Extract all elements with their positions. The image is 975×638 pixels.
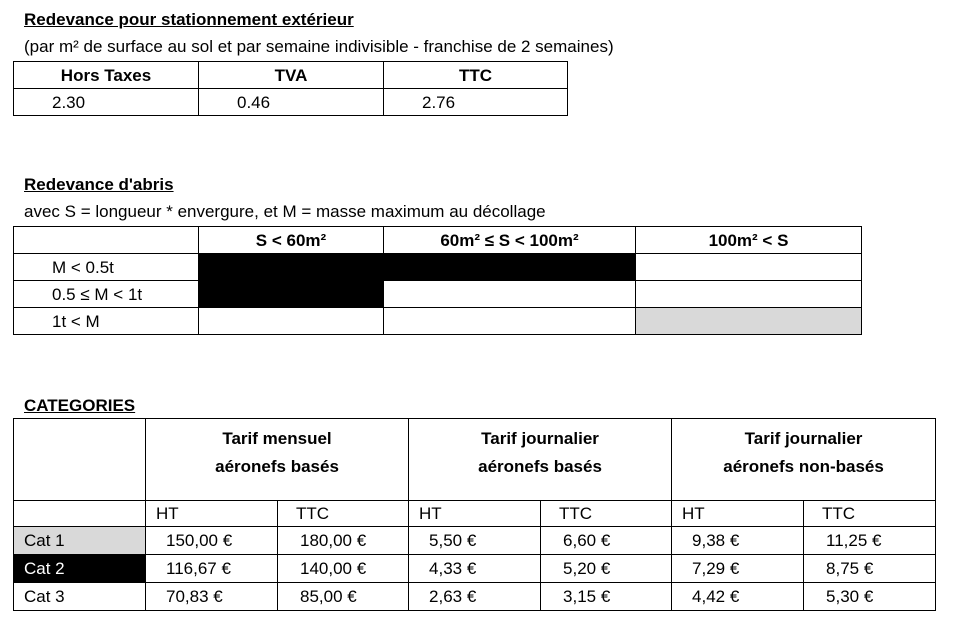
row-label-m-lt-05: M < 0.5t: [13, 253, 199, 281]
category-row-cat3: Cat 3 70,83 € 85,00 € 2,63 € 3,15 € 4,42…: [13, 582, 937, 611]
subheader-ttc: TTC: [803, 500, 937, 527]
price-cell: 180,00 €: [276, 526, 410, 555]
price-cell: 8,75 €: [803, 554, 937, 583]
value-ttc: 2.76: [383, 88, 568, 116]
abris-row-m-lt-05: M < 0.5t: [13, 253, 862, 281]
row-label-m-gt-1: 1t < M: [13, 307, 199, 335]
group-header-mensuel: Tarif mensuel aéronefs basés: [144, 418, 410, 501]
row-label-m-05-1: 0.5 ≤ M < 1t: [13, 280, 199, 308]
subheader-ht: HT: [145, 500, 278, 527]
price-cell: 9,38 €: [671, 526, 805, 555]
category-label-cat1: Cat 1: [13, 526, 146, 555]
categories-table: Tarif mensuel aéronefs basés Tarif journ…: [13, 418, 937, 611]
price-cell: 4,33 €: [408, 554, 542, 583]
section-subtitle-stationnement: (par m² de surface au sol et par semaine…: [24, 37, 614, 56]
price-cell: 2,63 €: [408, 582, 542, 611]
value-hors-taxes: 2.30: [13, 88, 199, 116]
abris-corner-cell: [13, 226, 199, 254]
header-s-60-100: 60m² ≤ S < 100m²: [383, 226, 636, 254]
category-row-cat1: Cat 1 150,00 € 180,00 € 5,50 € 6,60 € 9,…: [13, 526, 937, 555]
group-header-line1: Tarif journalier: [744, 429, 863, 448]
categories-group-header-row: Tarif mensuel aéronefs basés Tarif journ…: [13, 418, 937, 501]
category-label-cat2: Cat 2: [13, 554, 146, 583]
categories-subheader-row: HT TTC HT TTC HT TTC: [13, 500, 937, 527]
group-header-line2: aéronefs basés: [478, 457, 602, 476]
section-title-categories: CATEGORIES: [24, 396, 136, 415]
abris-table: S < 60m² 60m² ≤ S < 100m² 100m² < S M < …: [13, 226, 862, 335]
price-cell: 7,29 €: [671, 554, 805, 583]
section-title-stationnement: Redevance pour stationnement extérieur: [24, 10, 354, 29]
group-header-line1: Tarif journalier: [481, 429, 599, 448]
abris-cell: [198, 307, 384, 335]
abris-cell-black: [198, 280, 384, 308]
abris-cell-black: [198, 253, 384, 281]
price-cell: 70,83 €: [145, 582, 278, 611]
price-cell: 85,00 €: [276, 582, 410, 611]
group-header-line2: aéronefs non-basés: [723, 457, 884, 476]
subheader-ttc: TTC: [276, 500, 410, 527]
group-header-journalier-non-bases: Tarif journalier aéronefs non-basés: [671, 418, 937, 501]
section-title-abris: Redevance d'abris: [24, 175, 174, 194]
abris-header-row: S < 60m² 60m² ≤ S < 100m² 100m² < S: [13, 226, 862, 254]
stationnement-value-row: 2.30 0.46 2.76: [13, 88, 568, 116]
abris-cell: [383, 307, 636, 335]
price-cell: 4,42 €: [671, 582, 805, 611]
price-cell: 5,20 €: [540, 554, 673, 583]
header-s-lt-60: S < 60m²: [198, 226, 384, 254]
stationnement-header-row: Hors Taxes TVA TTC: [13, 61, 568, 89]
section-subtitle-abris: avec S = longueur * envergure, et M = ma…: [24, 202, 546, 221]
price-cell: 5,30 €: [803, 582, 937, 611]
abris-row-m-05-1: 0.5 ≤ M < 1t: [13, 280, 862, 308]
category-label-cat3: Cat 3: [13, 582, 146, 611]
header-tva: TVA: [198, 61, 384, 89]
price-cell: 150,00 €: [145, 526, 278, 555]
categories-subheader-empty: [13, 500, 146, 527]
subheader-ht: HT: [408, 500, 542, 527]
category-row-cat2: Cat 2 116,67 € 140,00 € 4,33 € 5,20 € 7,…: [13, 554, 937, 583]
header-hors-taxes: Hors Taxes: [13, 61, 199, 89]
header-s-gt-100: 100m² < S: [635, 226, 862, 254]
price-cell: 140,00 €: [276, 554, 410, 583]
header-ttc: TTC: [383, 61, 568, 89]
abris-cell: [635, 253, 862, 281]
abris-cell: [383, 280, 636, 308]
abris-cell-black: [383, 253, 636, 281]
stationnement-table: Hors Taxes TVA TTC 2.30 0.46 2.76: [13, 61, 568, 116]
value-tva: 0.46: [198, 88, 384, 116]
abris-cell-grey: [635, 307, 862, 335]
price-cell: 5,50 €: [408, 526, 542, 555]
group-header-line2: aéronefs basés: [215, 457, 339, 476]
subheader-ht: HT: [671, 500, 805, 527]
group-header-line1: Tarif mensuel: [222, 429, 332, 448]
abris-cell: [635, 280, 862, 308]
categories-corner-cell: [13, 418, 146, 501]
price-cell: 6,60 €: [540, 526, 673, 555]
price-cell: 116,67 €: [145, 554, 278, 583]
abris-row-m-gt-1: 1t < M: [13, 307, 862, 335]
subheader-ttc: TTC: [540, 500, 673, 527]
price-cell: 3,15 €: [540, 582, 673, 611]
group-header-journalier-bases: Tarif journalier aéronefs basés: [408, 418, 673, 501]
price-cell: 11,25 €: [803, 526, 937, 555]
